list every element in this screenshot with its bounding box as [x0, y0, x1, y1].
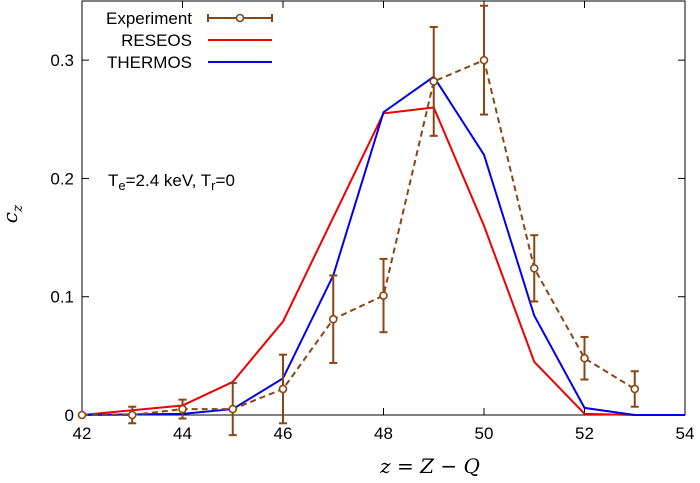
data-point	[580, 353, 589, 363]
x-tick-label: 54	[676, 424, 695, 443]
series-experiment	[77, 4, 640, 437]
data-point	[228, 404, 238, 414]
data-point	[379, 291, 388, 300]
data-point	[127, 410, 137, 420]
annotation-part-3: =2.4 keV, T	[126, 171, 212, 190]
y-tick-label: 0.3	[50, 51, 74, 70]
y-axis-title-subscript: z	[10, 204, 26, 213]
data-point	[278, 384, 288, 394]
x-tick-label: 44	[173, 424, 192, 443]
data-point	[77, 410, 87, 420]
data-point	[429, 77, 439, 86]
data-point	[529, 264, 539, 273]
conditions-annotation: Te=2.4 keV, Tr=0	[108, 171, 235, 193]
data-point	[178, 404, 187, 414]
x-tick-label: 46	[274, 424, 293, 443]
series-line-experiment	[82, 58, 636, 416]
series-layer	[77, 4, 685, 437]
y-tick-label: 0.1	[50, 288, 74, 307]
ticks: 42 44 46 48 50 52 54 0 0.1 0.2 0.3	[50, 1, 694, 443]
legend: Experiment RESEOS THERMOS	[106, 9, 273, 72]
annotation-part-4: r	[211, 178, 216, 193]
x-axis-title: z = Z − Q	[379, 454, 480, 478]
y-tick-label: 0.2	[50, 169, 74, 188]
y-axis-title: cz	[0, 204, 26, 223]
y-tick-label: 0	[65, 406, 74, 425]
annotation-part-5: =0	[216, 171, 235, 190]
legend-label-experiment: Experiment	[106, 9, 192, 28]
x-tick-label: 42	[73, 424, 92, 443]
annotation-part-2: e	[118, 178, 125, 193]
x-tick-label: 52	[575, 424, 594, 443]
x-tick-label: 48	[374, 424, 393, 443]
data-point	[630, 384, 640, 394]
x-tick-label: 50	[475, 424, 494, 443]
y-axis-title-main: c	[0, 212, 22, 223]
annotation-part-1: T	[108, 171, 118, 190]
legend-sample-marker	[235, 13, 245, 23]
data-point	[328, 314, 338, 324]
legend-label-thermos: THERMOS	[107, 53, 192, 72]
data-point	[479, 55, 489, 65]
legend-label-reseos: RESEOS	[121, 31, 192, 50]
